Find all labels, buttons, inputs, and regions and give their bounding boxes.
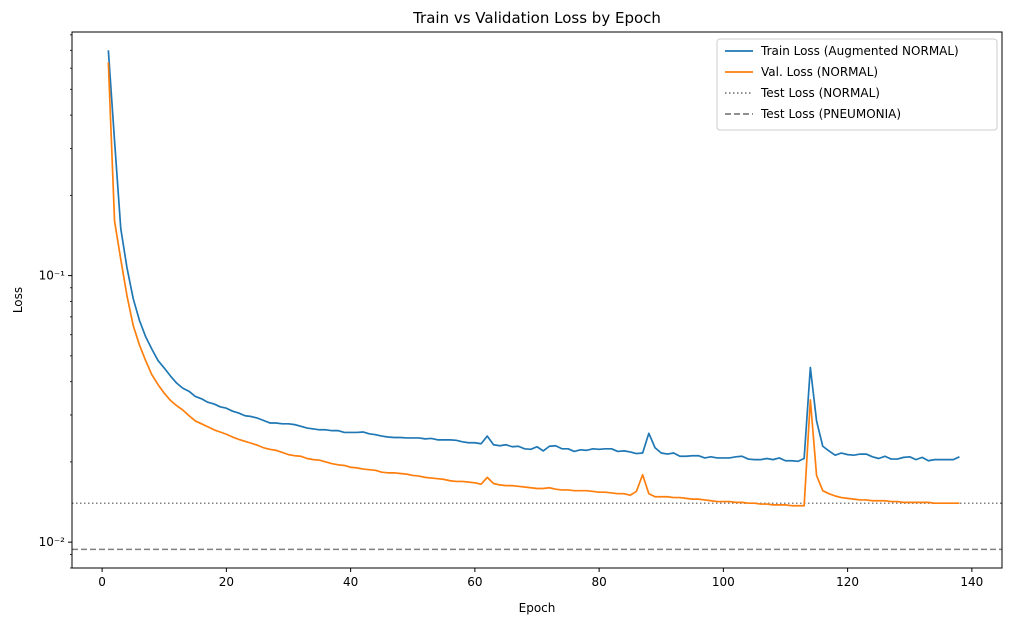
plot-area bbox=[72, 50, 1002, 551]
x-tick-label: 120 bbox=[836, 575, 859, 589]
legend-box bbox=[716, 38, 998, 131]
axis-ticks: 0 20 40 60 80 100 120 140 10⁻² 10⁻¹ bbox=[39, 34, 983, 589]
x-tick-label: 0 bbox=[98, 575, 106, 589]
x-tick-label: 100 bbox=[712, 575, 735, 589]
y-tick-label: 10⁻² bbox=[39, 535, 66, 549]
x-tick-label: 140 bbox=[960, 575, 983, 589]
x-tick-label: 80 bbox=[591, 575, 606, 589]
legend: Train Loss (Augmented NORMAL) Val. Loss (… bbox=[716, 38, 998, 131]
series-line-0 bbox=[107, 50, 960, 463]
legend-entry-label: Test Loss (NORMAL) bbox=[760, 86, 880, 100]
x-axis-label: Epoch bbox=[519, 601, 556, 615]
y-tick-label: 10⁻¹ bbox=[39, 269, 66, 283]
legend-entry-label: Train Loss (Augmented NORMAL) bbox=[760, 44, 959, 58]
legend-entry-label: Test Loss (PNEUMONIA) bbox=[760, 107, 901, 121]
x-tick-label: 40 bbox=[343, 575, 358, 589]
x-tick-label: 20 bbox=[219, 575, 234, 589]
series-line-1 bbox=[107, 62, 960, 507]
y-axis-label: Loss bbox=[11, 287, 25, 313]
legend-entry-label: Val. Loss (NORMAL) bbox=[761, 65, 878, 79]
chart-title: Train vs Validation Loss by Epoch bbox=[412, 9, 661, 27]
x-tick-label: 60 bbox=[467, 575, 482, 589]
axes-frame bbox=[71, 31, 1003, 569]
